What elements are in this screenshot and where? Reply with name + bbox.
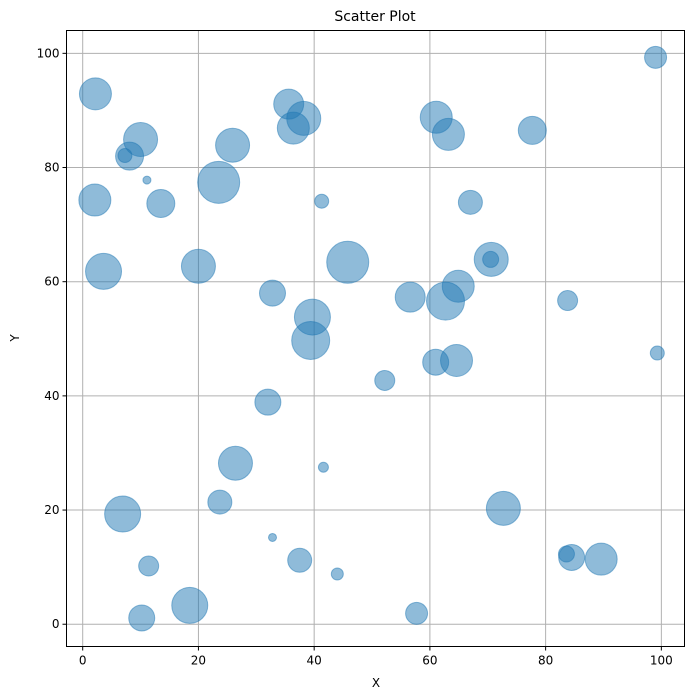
- scatter-point: [85, 252, 123, 290]
- scatter-point: [207, 489, 233, 515]
- scatter-point: [394, 281, 426, 313]
- scatter-point: [317, 461, 329, 473]
- scatter-point: [485, 490, 521, 526]
- scatter-point: [426, 281, 466, 321]
- scatter-point: [180, 248, 216, 284]
- x-tick-label: 40: [307, 654, 322, 668]
- scatter-point: [457, 189, 483, 215]
- scatter-point: [215, 127, 251, 163]
- scatter-point: [78, 183, 112, 217]
- scatter-point: [254, 388, 282, 416]
- x-tick-label: 60: [422, 654, 437, 668]
- scatter-point: [197, 160, 241, 204]
- scatter-point: [259, 279, 286, 307]
- scatter-point: [268, 532, 277, 542]
- scatter-point: [314, 193, 330, 209]
- scatter-point: [374, 369, 396, 391]
- x-tick-label: 20: [191, 654, 206, 668]
- x-tick-label: 0: [79, 654, 87, 668]
- y-tick-label: 80: [44, 161, 59, 175]
- scatter-point: [557, 545, 575, 563]
- x-tick-label: 100: [650, 654, 673, 668]
- scatter-point: [330, 567, 344, 581]
- scatter-point: [128, 604, 156, 632]
- y-axis-ticks: 0 20 40 60 80 100: [37, 46, 67, 631]
- scatter-point: [171, 586, 209, 624]
- y-axis-label: Y: [8, 334, 22, 343]
- scatter-point: [287, 547, 313, 573]
- scatter-point: [644, 45, 668, 69]
- y-tick-label: 40: [44, 389, 59, 403]
- scatter-point: [440, 343, 474, 377]
- plot-frame: [66, 30, 685, 647]
- scatter-point: [482, 250, 500, 268]
- data-points: [78, 45, 668, 632]
- scatter-point: [405, 601, 429, 625]
- scatter-point: [117, 148, 133, 164]
- y-tick-label: 0: [52, 617, 60, 631]
- scatter-point: [557, 290, 579, 312]
- y-tick-label: 60: [44, 275, 59, 289]
- x-axis-ticks: 0 20 40 60 80 100: [79, 646, 673, 668]
- x-axis-label: X: [372, 676, 380, 690]
- scatter-point: [104, 495, 142, 533]
- y-tick-label: 20: [44, 503, 59, 517]
- scatter-point: [649, 345, 665, 361]
- y-tick-label: 100: [37, 46, 60, 60]
- chart-title: Scatter Plot: [334, 9, 416, 25]
- scatter-point: [326, 240, 370, 284]
- scatter-point: [517, 115, 547, 145]
- scatter-point: [138, 555, 160, 577]
- scatter-point: [146, 188, 176, 218]
- scatter-point: [286, 100, 322, 136]
- scatter-point: [584, 542, 618, 576]
- x-tick-label: 80: [538, 654, 553, 668]
- scatter-point: [291, 320, 331, 360]
- scatter-point: [78, 77, 112, 111]
- scatter-point: [217, 445, 253, 481]
- scatter-point: [142, 175, 152, 185]
- scatter-point: [431, 117, 465, 151]
